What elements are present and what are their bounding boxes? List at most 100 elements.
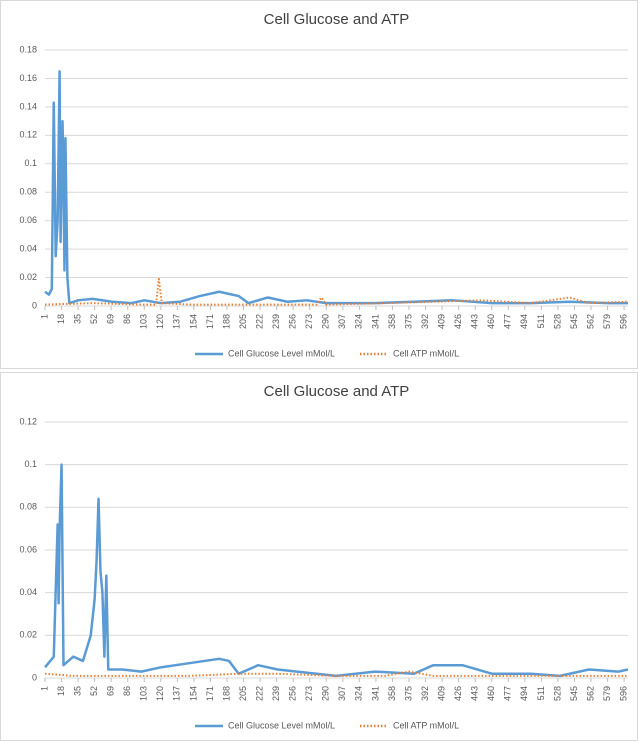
x-tick-label: 460: [486, 686, 496, 701]
x-tick-label: 494: [519, 686, 529, 701]
x-tick-label: 511: [536, 686, 546, 700]
x-tick-label: 545: [569, 314, 579, 329]
x-tick-label: 443: [470, 314, 480, 329]
x-tick-label: 222: [254, 314, 264, 329]
x-tick-label: 154: [188, 314, 198, 329]
x-tick-label: 290: [321, 314, 331, 329]
x-tick-label: 1: [39, 686, 49, 691]
series-line: [44, 463, 629, 678]
x-tick-label: 426: [453, 314, 463, 329]
x-tick-label: 120: [155, 686, 165, 701]
x-tick-label: 86: [122, 314, 132, 324]
x-tick-label: 341: [370, 314, 380, 329]
x-tick-label: 562: [585, 686, 595, 701]
x-tick-label: 188: [221, 686, 231, 701]
x-tick-label: 239: [271, 686, 281, 701]
x-tick-label: 324: [354, 686, 364, 701]
x-tick-label: 409: [436, 314, 446, 329]
legend-label: Cell ATP mMol/L: [393, 720, 459, 730]
y-tick-label: 0.06: [19, 544, 37, 554]
x-tick-label: 358: [387, 686, 397, 701]
x-tick-label: 562: [585, 314, 595, 329]
x-tick-label: 171: [205, 686, 215, 701]
x-tick-label: 392: [420, 314, 430, 329]
x-tick-label: 1: [39, 314, 49, 319]
x-tick-label: 375: [403, 314, 413, 329]
y-tick-label: 0.18: [19, 44, 37, 54]
x-tick-label: 596: [618, 686, 628, 701]
x-tick-label: 69: [106, 314, 116, 324]
x-tick-label: 477: [503, 686, 513, 701]
x-tick-label: 409: [436, 686, 446, 701]
x-tick-label: 137: [172, 314, 182, 329]
y-tick-label: 0: [32, 672, 37, 682]
y-tick-label: 0.1: [24, 459, 37, 469]
legend-label: Cell Glucose Level mMol/L: [228, 348, 335, 358]
x-tick-label: 205: [238, 314, 248, 329]
y-tick-label: 0.06: [19, 215, 37, 225]
x-tick-label: 154: [188, 686, 198, 701]
x-tick-label: 171: [205, 314, 215, 329]
x-tick-label: 188: [221, 314, 231, 329]
x-tick-label: 222: [254, 686, 264, 701]
x-tick-label: 273: [304, 314, 314, 329]
x-tick-label: 120: [155, 314, 165, 329]
y-tick-label: 0.04: [19, 587, 37, 597]
x-tick-label: 341: [370, 686, 380, 701]
x-tick-label: 528: [552, 686, 562, 701]
x-tick-label: 443: [470, 686, 480, 701]
x-tick-label: 375: [403, 686, 413, 701]
x-tick-label: 18: [56, 314, 66, 324]
x-tick-label: 528: [552, 314, 562, 329]
x-tick-label: 35: [72, 686, 82, 696]
series-line: [44, 70, 628, 305]
x-tick-label: 460: [486, 314, 496, 329]
y-tick-label: 0.14: [19, 101, 37, 111]
series-line: [44, 670, 628, 677]
x-tick-label: 137: [172, 686, 182, 701]
y-tick-label: 0.12: [19, 416, 37, 426]
x-tick-label: 596: [618, 314, 628, 329]
x-tick-label: 35: [72, 314, 82, 324]
x-tick-label: 494: [519, 314, 529, 329]
x-tick-label: 103: [139, 686, 149, 701]
y-tick-label: 0.02: [19, 630, 37, 640]
x-tick-label: 477: [503, 314, 513, 329]
y-tick-label: 0.12: [19, 130, 37, 140]
chart-border: [0, 0, 638, 369]
x-tick-label: 52: [89, 686, 99, 696]
x-tick-label: 307: [337, 314, 347, 329]
x-tick-label: 290: [321, 686, 331, 701]
chart-border: [0, 372, 638, 741]
x-tick-label: 256: [288, 314, 298, 329]
y-tick-label: 0.08: [19, 187, 37, 197]
x-tick-label: 18: [56, 686, 66, 696]
y-tick-label: 0: [32, 300, 37, 310]
x-tick-label: 579: [602, 314, 612, 329]
x-tick-label: 52: [89, 314, 99, 324]
series-line: [44, 277, 629, 306]
x-tick-label: 426: [453, 686, 463, 701]
y-tick-label: 0.08: [19, 502, 37, 512]
x-tick-label: 545: [569, 686, 579, 701]
y-tick-label: 0.04: [19, 243, 37, 253]
y-tick-label: 0.02: [19, 272, 37, 282]
y-tick-label: 0.16: [19, 73, 37, 83]
x-tick-label: 239: [271, 314, 281, 329]
x-tick-label: 511: [536, 314, 546, 328]
x-tick-label: 358: [387, 314, 397, 329]
chart-title: Cell Glucose and ATP: [264, 11, 410, 28]
x-tick-label: 69: [106, 686, 116, 696]
x-tick-label: 256: [288, 686, 298, 701]
chart-title: Cell Glucose and ATP: [264, 383, 410, 400]
y-tick-label: 0.1: [24, 158, 37, 168]
x-tick-label: 579: [602, 686, 612, 701]
x-tick-label: 273: [304, 686, 314, 701]
legend-label: Cell ATP mMol/L: [393, 348, 459, 358]
x-tick-label: 392: [420, 686, 430, 701]
x-tick-label: 307: [337, 686, 347, 701]
x-tick-label: 324: [354, 314, 364, 329]
x-tick-label: 103: [139, 314, 149, 329]
